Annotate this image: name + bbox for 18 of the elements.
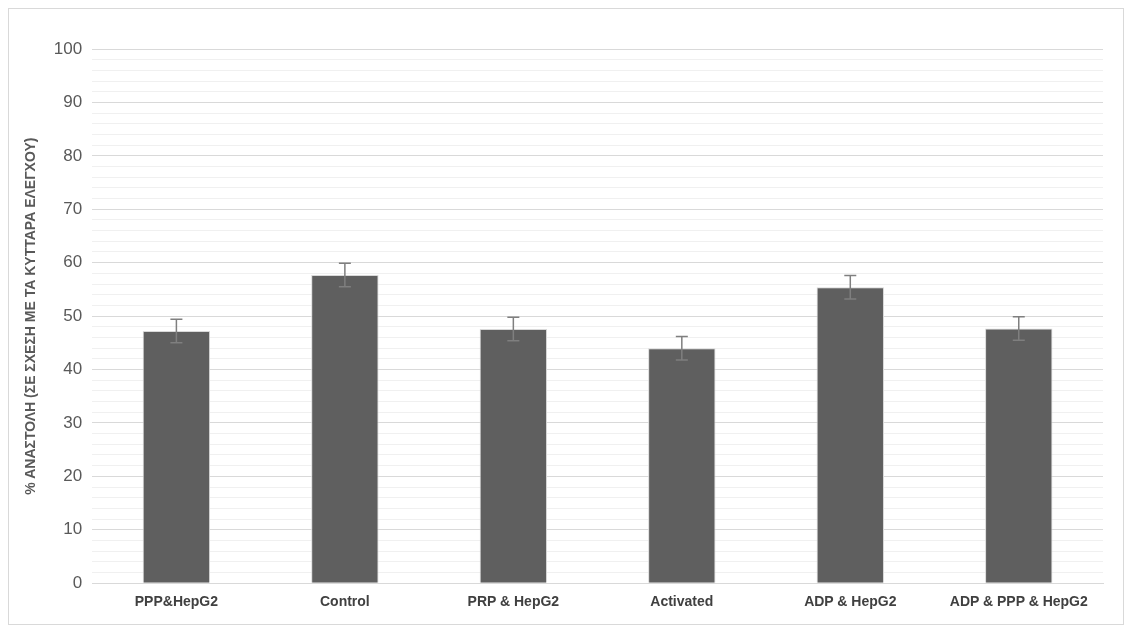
y-tick-label: 90 (63, 92, 83, 112)
y-axis-title: % ΑΝΑΣΤΟΛΗ (ΣΕ ΣΧΕΣΗ ΜΕ ΤΑ ΚΥΤΤΑΡΑ ΕΛΕΓΧΟΥ) (22, 137, 39, 495)
y-tick-label: 70 (63, 198, 83, 218)
y-tick-label: 60 (63, 252, 83, 272)
x-tick-label: PRP & HepG2 (467, 593, 560, 610)
y-tick-label: 0 (72, 572, 83, 592)
y-tick-label: 50 (63, 305, 83, 325)
x-tick-label: Activated (650, 593, 714, 610)
x-tick-label: ADP & PPP & HepG2 (949, 593, 1088, 610)
y-tick-label: 40 (63, 359, 83, 379)
y-tick-label: 20 (63, 466, 83, 486)
y-tick-label: 80 (63, 145, 83, 165)
x-tick-label: Control (319, 593, 370, 610)
y-tick-label: 100 (53, 38, 83, 58)
y-tick-label: 30 (63, 412, 83, 432)
y-tick-label: 10 (63, 519, 83, 539)
x-tick-label: ADP & HepG2 (804, 593, 897, 610)
x-tick-label: PPP&HepG2 (134, 593, 219, 610)
